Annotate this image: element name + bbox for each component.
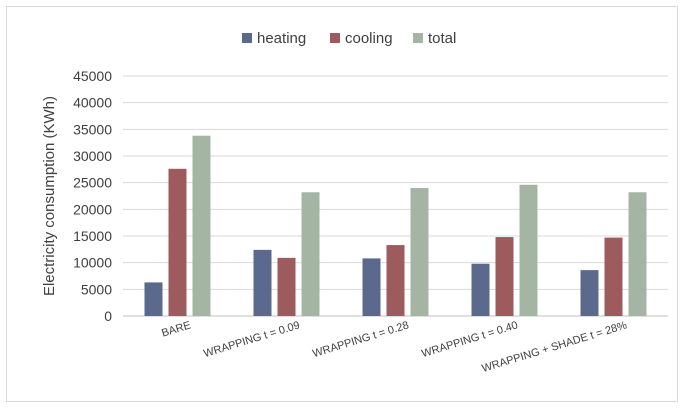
legend-swatch-cooling [330,33,340,43]
y-tick-label: 10000 [73,255,112,271]
bar-cooling [277,257,296,316]
bar-cooling [604,237,623,316]
legend-swatch-heating [242,33,252,43]
bar-total [301,192,320,316]
chart-frame [6,6,678,402]
y-axis-label: Electricity consumption (KWh) [41,96,58,296]
x-tick-label: WRAPPING t = 0.09 [202,319,301,360]
legend-label-cooling: cooling [345,30,393,47]
bar-cooling [168,168,187,316]
bar-heating [362,258,381,316]
bar-total [519,184,538,316]
y-tick-label: 25000 [73,175,112,191]
legend-swatch-total [413,33,423,43]
x-tick-labels: BARE WRAPPING t = 0.09 WRAPPING t = 0.28 WR… [160,319,628,375]
y-tick-label: 0 [104,308,112,324]
bar-total [628,192,647,316]
bar-heating [144,282,163,316]
x-tick-label: WRAPPING t = 0.40 [420,319,519,360]
y-tick-label: 20000 [73,201,112,217]
legend: heating cooling total [242,30,456,47]
y-tick-label: 35000 [73,121,112,137]
y-tick-label: 5000 [81,281,112,297]
y-tick-label: 40000 [73,95,112,111]
bar-heating [253,249,272,316]
legend-label-total: total [428,30,456,47]
bar-heating [471,263,490,316]
y-tick-label: 15000 [73,228,112,244]
bar-cooling [495,237,514,316]
y-tick-label: 45000 [73,68,112,84]
x-tick-label: WRAPPING t = 0.28 [311,319,410,360]
bar-heating [580,270,599,316]
x-tick-label: BARE [160,319,192,339]
y-tick-label: 30000 [73,148,112,164]
y-tick-labels: 0 5000 10000 15000 20000 25000 30000 35000 40000… [73,68,112,324]
gridlines [123,75,668,317]
bar-total [192,135,211,316]
legend-label-heating: heating [257,30,306,47]
bars [144,135,647,316]
bar-cooling [386,245,405,316]
bar-total [410,188,429,316]
